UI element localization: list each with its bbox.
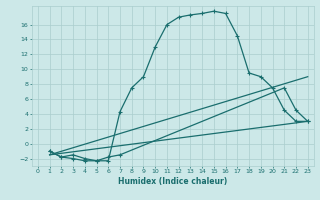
X-axis label: Humidex (Indice chaleur): Humidex (Indice chaleur) (118, 177, 228, 186)
